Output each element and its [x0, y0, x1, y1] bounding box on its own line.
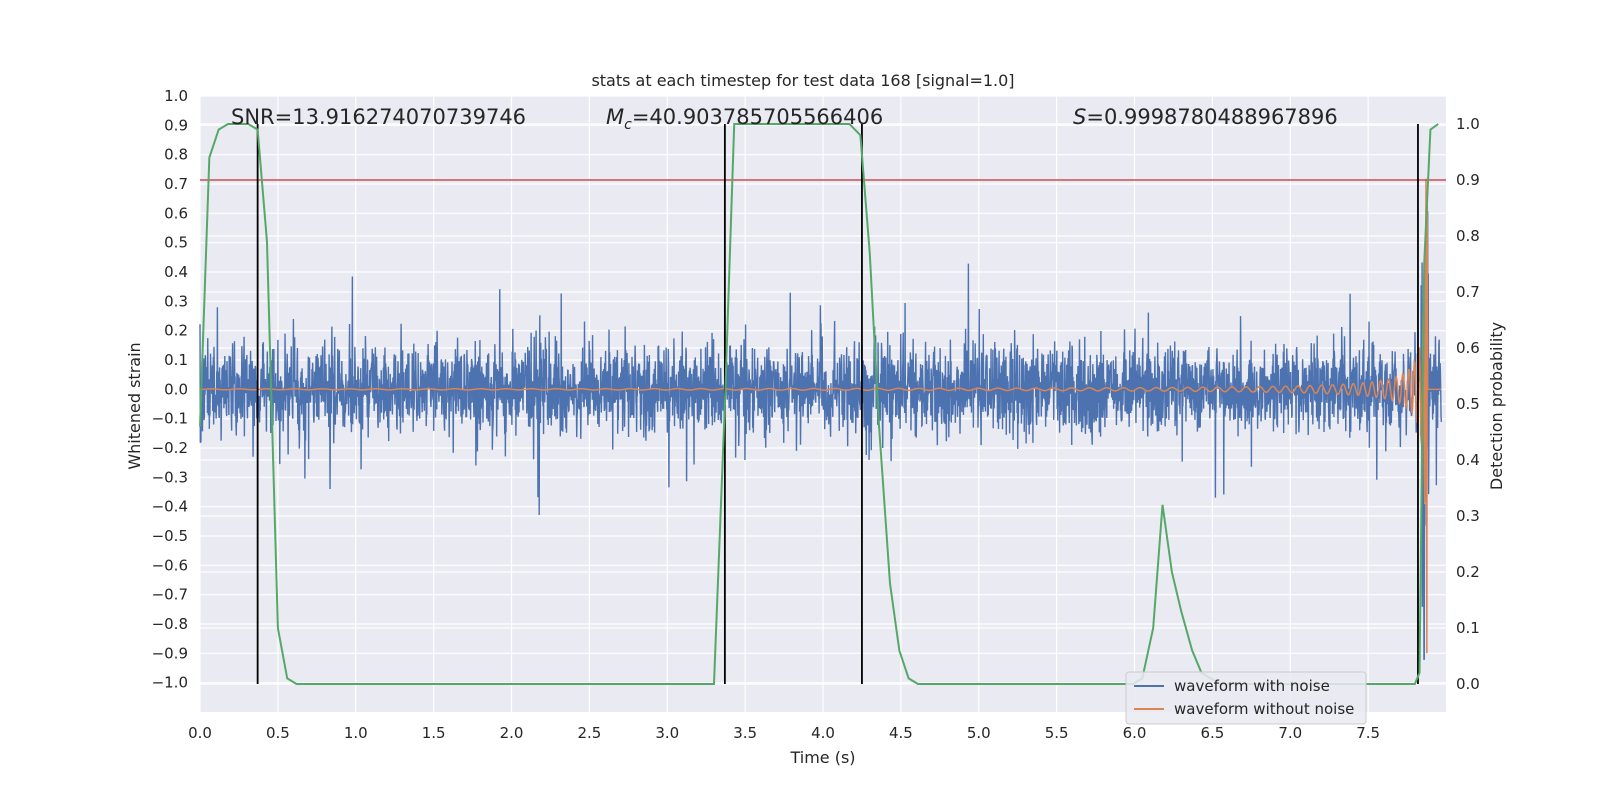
- y2-tick-label: 0.2: [1456, 563, 1480, 581]
- x-tick-label: 7.0: [1278, 724, 1302, 742]
- y-tick-label: −0.9: [152, 644, 188, 662]
- y-tick-label: −0.2: [152, 439, 188, 457]
- noise-waveform-line: [199, 211, 1443, 660]
- y-tick-label: −0.6: [152, 556, 188, 574]
- y-tick-label: −0.3: [152, 468, 188, 486]
- x-tick-label: 4.0: [811, 724, 835, 742]
- x-tick-label: 0.5: [266, 724, 290, 742]
- x-axis-ticks: 0.0 0.5 1.0 1.5 2.0 2.5 3.0 3.5 4.0 4.5 5.0 5.5 6.0 6…: [188, 724, 1380, 742]
- y-tick-label: −0.1: [152, 410, 188, 428]
- y-tick-label: −0.4: [152, 498, 188, 516]
- x-tick-label: 6.0: [1123, 724, 1147, 742]
- y-axis-label: Whitened strain: [125, 342, 144, 469]
- x-tick-label: 6.5: [1200, 724, 1224, 742]
- y-tick-label: 0.6: [164, 204, 188, 222]
- series-waveform-with-noise: [199, 211, 1443, 660]
- chirp-mass-value: =40.903785705566406: [632, 105, 883, 129]
- x-axis-label: Time (s): [789, 748, 855, 767]
- y2-tick-label: 0.6: [1456, 339, 1480, 357]
- x-tick-label: 7.5: [1356, 724, 1380, 742]
- y-tick-label: 0.0: [164, 380, 188, 398]
- y-tick-label: 1.0: [164, 87, 188, 105]
- x-tick-label: 5.0: [967, 724, 991, 742]
- x-tick-label: 2.5: [577, 724, 601, 742]
- y2-tick-label: 0.4: [1456, 451, 1480, 469]
- y2-tick-label: 0.3: [1456, 507, 1480, 525]
- y-tick-label: −0.7: [152, 586, 188, 604]
- y-tick-label: −1.0: [152, 674, 188, 692]
- y2-axis-label: Detection probability: [1487, 322, 1506, 490]
- y-tick-label: 0.4: [164, 263, 188, 281]
- y-tick-label: 0.1: [164, 351, 188, 369]
- y-tick-label: −0.5: [152, 527, 188, 545]
- chirp-mass-annotation: Mc=40.903785705566406: [606, 105, 883, 133]
- y-tick-label: 0.2: [164, 322, 188, 340]
- s-symbol: S: [1073, 105, 1086, 129]
- x-tick-label: 0.0: [188, 724, 212, 742]
- chirp-mass-subscript: c: [624, 117, 632, 133]
- y-tick-label: 0.8: [164, 146, 188, 164]
- y2-tick-label: 0.5: [1456, 395, 1480, 413]
- legend: waveform with noise waveform without noi…: [1125, 671, 1367, 725]
- y2-axis-ticks: 1.0 0.9 0.8 0.7 0.6 0.5 0.4 0.3 0.2 0.1 0.0: [1456, 115, 1480, 693]
- s-value: =0.9998780488967896: [1086, 105, 1337, 129]
- clean-waveform-line: [199, 178, 1442, 654]
- x-tick-label: 4.5: [889, 724, 913, 742]
- y-tick-label: 0.3: [164, 292, 188, 310]
- s-annotation: S=0.9998780488967896: [1073, 105, 1338, 129]
- y2-tick-label: 0.8: [1456, 227, 1480, 245]
- y-tick-label: 0.7: [164, 175, 188, 193]
- y2-tick-label: 0.1: [1456, 619, 1480, 637]
- x-tick-label: 1.0: [344, 724, 368, 742]
- x-tick-label: 3.5: [733, 724, 757, 742]
- chirp-mass-symbol: M: [606, 105, 624, 129]
- legend-box: [1125, 671, 1367, 725]
- x-tick-label: 5.5: [1045, 724, 1069, 742]
- x-tick-label: 1.5: [422, 724, 446, 742]
- x-tick-label: 3.0: [655, 724, 679, 742]
- legend-label-clean: waveform without noise: [1174, 700, 1354, 718]
- y2-tick-label: 1.0: [1456, 115, 1480, 133]
- y-axis-ticks: 1.0 0.9 0.8 0.7 0.6 0.5 0.4 0.3 0.2 0.1 0.0 −0.1 −0.…: [152, 87, 188, 692]
- y2-tick-label: 0.0: [1456, 675, 1480, 693]
- y2-tick-label: 0.9: [1456, 171, 1480, 189]
- legend-label-noise: waveform with noise: [1174, 677, 1330, 695]
- y-tick-label: 0.5: [164, 234, 188, 252]
- series-waveform-without-noise: [199, 178, 1442, 654]
- snr-annotation: SNR=13.916274070739746: [231, 105, 526, 129]
- x-tick-label: 2.0: [500, 724, 524, 742]
- y2-tick-label: 0.7: [1456, 283, 1480, 301]
- chart-title: stats at each timestep for test data 168…: [591, 71, 1014, 90]
- y-tick-label: 0.9: [164, 116, 188, 134]
- y-tick-label: −0.8: [152, 615, 188, 633]
